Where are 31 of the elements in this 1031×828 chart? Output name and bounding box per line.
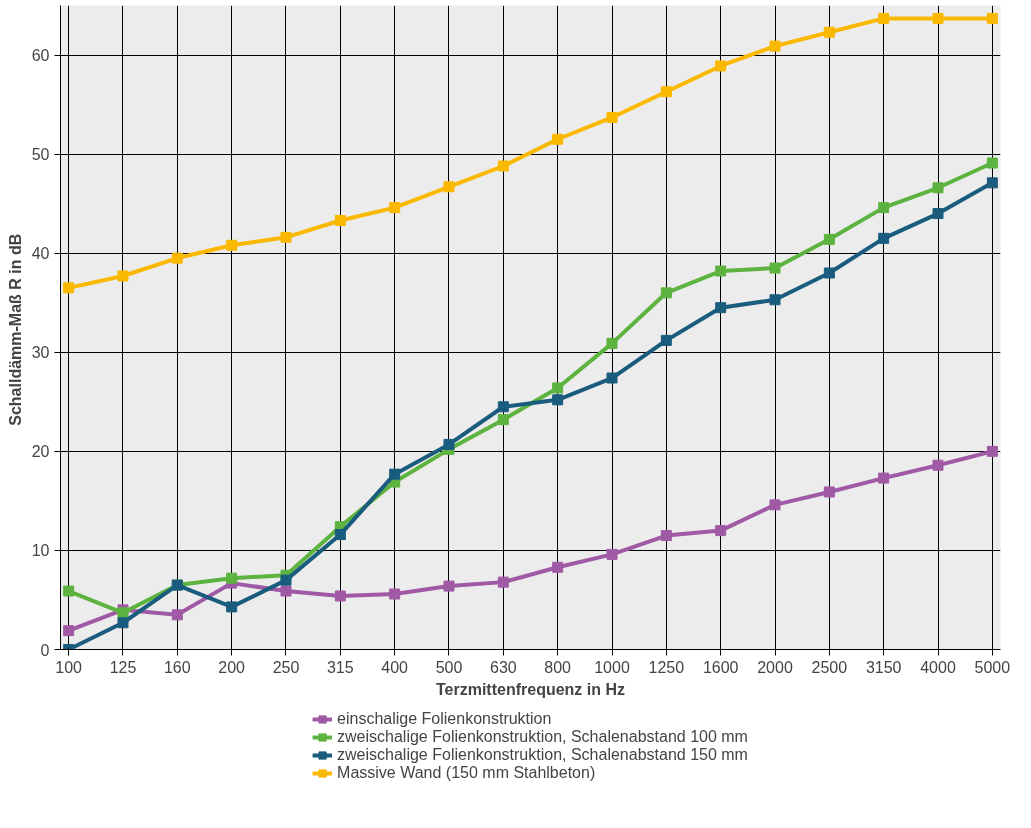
x-tick-label: 400 <box>381 658 409 676</box>
legend-label: zweischalige Folienkonstruktion, Schalenabstand 150 mm <box>337 746 748 764</box>
x-axis-title: Terzmittenfrequenz in Hz <box>435 680 626 698</box>
x-tick-label: 4000 <box>920 658 956 676</box>
x-tick-label: 250 <box>272 658 300 676</box>
x-tick-label: 2000 <box>757 658 793 676</box>
x-tick-label: 1250 <box>648 658 685 676</box>
y-tick-label: 30 <box>31 344 50 362</box>
y-tick-label: 40 <box>31 245 50 263</box>
x-tick-label: 160 <box>163 658 191 676</box>
x-tick-label: 200 <box>218 658 246 676</box>
y-tick-label: 50 <box>31 146 50 164</box>
y-tick-label: 60 <box>31 47 50 65</box>
x-tick-label: 5000 <box>974 658 1011 676</box>
x-tick-label: 630 <box>489 658 517 676</box>
legend-label: einschalige Folienkonstruktion <box>337 710 552 728</box>
y-tick-label: 0 <box>40 641 50 659</box>
legend-label: zweischalige Folienkonstruktion, Schalenabstand 100 mm <box>337 728 748 746</box>
x-tick-label: 315 <box>326 658 354 676</box>
y-axis-title: Schalldämm-Maß R in dB <box>6 233 24 426</box>
x-tick-label: 1600 <box>702 658 739 676</box>
x-tick-label: 1000 <box>594 658 630 676</box>
x-tick-label: 3150 <box>865 658 902 676</box>
y-tick-label: 20 <box>31 443 50 461</box>
x-tick-label: 100 <box>55 658 83 676</box>
x-tick-label: 125 <box>109 658 137 676</box>
y-tick-label: 10 <box>31 542 50 560</box>
x-tick-label: 2500 <box>811 658 848 676</box>
x-tick-label: 800 <box>544 658 572 676</box>
x-tick-label: 500 <box>435 658 463 676</box>
legend-label: Massive Wand (150 mm Stahlbeton) <box>337 764 596 782</box>
